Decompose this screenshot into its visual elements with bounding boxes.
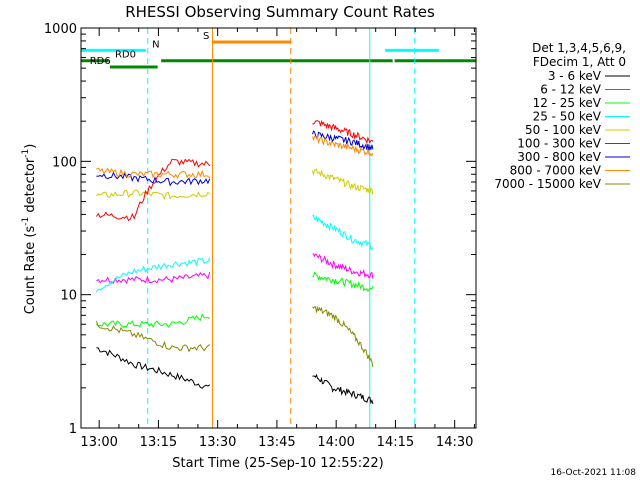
plot-frame [80,27,477,429]
y-tick-label: 10 [60,289,77,304]
series-line-segment [95,257,211,293]
series-line-segment [95,320,211,353]
y-axis-label-mid: detector [23,157,38,217]
legend-entry-label: 12 - 25 keV [533,96,602,110]
series-line-segment [96,271,211,285]
series-line-segment [96,167,211,179]
series-line-segment [96,347,211,389]
y-axis-label-sup2: -1 [21,149,31,158]
legend: Det 1,3,4,5,6,9, FDecim 1, Att 0 3 - 6 k… [494,41,630,191]
legend-header-line-1: Det 1,3,4,5,6,9, [532,41,626,55]
vertical-markers [147,28,416,428]
series-line-segment [312,305,374,368]
x-tick-label: 14:30 [436,435,473,450]
series-line-segment [95,158,211,222]
legend-entry-label: 25 - 50 keV [533,110,602,124]
legend-entry-label: 50 - 100 keV [525,123,602,137]
series-line-segment [312,168,374,195]
y-tick-label: 1000 [44,22,77,37]
axis-ticks: 13:00 13:15 13:30 13:45 14:00 14:15 14:30 1 10 10… [44,22,476,450]
x-tick-label: 14:15 [377,435,414,450]
series-5 [96,168,374,200]
legend-header-line-2: FDecim 1, Att 0 [533,55,626,69]
series-line-segment [96,313,211,328]
series-line-segment [96,189,211,200]
series-line-segment [312,271,374,292]
timestamp-footer: 16-Oct-2021 11:08 [551,468,637,478]
legend-entry-label: 3 - 6 keV [548,69,602,83]
y-axis-label: Count Rate (s-1 detector-1) [21,144,38,315]
x-tick-label: 14:00 [317,435,354,450]
y-axis-label-sup: -1 [21,217,31,226]
y-axis-label-end: ) [23,144,38,149]
series-3 [96,271,374,328]
series-line-segment [312,373,374,405]
series-9 [95,305,374,368]
legend-entry-label: 100 - 300 keV [517,137,601,151]
x-tick-label: 13:00 [80,435,117,450]
series-line-segment [312,134,374,158]
series-group [95,119,374,405]
flag-label-n: N [152,39,159,50]
flag-bars: N S RD0 RD6 [81,31,476,69]
series-2 [96,253,374,285]
series-line-segment [312,119,374,145]
x-tick-label: 13:30 [199,435,236,450]
series-1 [96,347,374,405]
series-line-segment [312,214,374,250]
y-tick-label: 100 [52,155,77,170]
flag-label-s: S [203,31,209,42]
y-axis-label-main: Count Rate (s [23,226,38,315]
series-line-segment [312,130,374,151]
series-4 [95,214,374,293]
legend-entry-label: 7000 - 15000 keV [494,177,601,191]
series-7 [96,130,374,187]
y-tick-label: 1 [69,422,77,437]
series-line-segment [312,253,374,279]
chart-title: RHESSI Observing Summary Count Rates [125,3,435,21]
flag-label-rd0: RD0 [115,50,136,61]
series-8 [96,134,374,179]
x-axis-label: Start Time (25-Sep-10 12:55:22) [172,456,383,471]
series-line-segment [96,171,211,187]
legend-entry-label: 300 - 800 keV [517,150,601,164]
x-tick-label: 13:45 [258,435,295,450]
series-6 [95,119,374,222]
flag-label-rd6: RD6 [90,56,111,67]
legend-entry-label: 800 - 7000 keV [510,164,602,178]
x-tick-label: 13:15 [140,435,177,450]
legend-entry-label: 6 - 12 keV [540,83,602,97]
